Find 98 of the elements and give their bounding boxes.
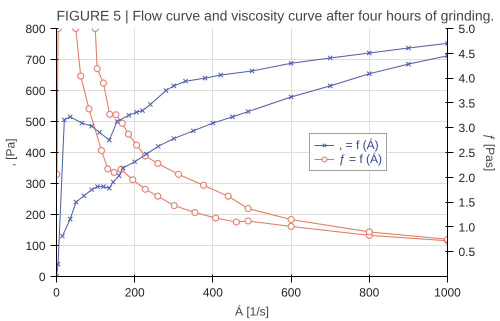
y-axis-title: , [Pa] [3,138,18,167]
y2-tick-label: 5.0 [458,22,476,36]
point [210,120,216,126]
point [366,228,373,236]
point [89,187,94,192]
point [106,137,112,143]
point [366,71,372,76]
point [366,50,372,56]
point [212,214,220,222]
point [110,179,116,185]
point [163,88,169,94]
y-tick-label: 800 [25,22,46,36]
point [129,176,136,184]
point [328,83,333,88]
point [112,111,120,118]
point [249,68,255,74]
y2-tick-label: 2.0 [458,170,476,185]
point [116,173,122,178]
point [245,108,251,114]
point [77,72,84,80]
y2-tick-label: 3.0 [458,121,476,136]
point [288,94,294,100]
y-tick-label: 300 [25,177,46,191]
point [118,120,126,127]
point [81,193,86,199]
x-tick-label: 1000 [434,286,462,300]
point [73,199,79,205]
point [288,60,294,66]
point [190,128,196,134]
point [104,165,112,172]
y2-tick-label: 1.0 [458,220,476,234]
x-tick-label: 0 [53,286,60,300]
point [171,136,176,142]
point [244,205,252,212]
y-tick-label: 200 [25,208,46,222]
point [224,192,232,200]
point [174,170,182,178]
point [406,45,412,51]
legend-label: ƒ = f (Á) [338,152,382,166]
x-axis-title: Á [1/s] [234,304,270,318]
point [148,102,153,108]
point [100,80,107,87]
point [62,117,67,123]
y2-tick-label: 0.5 [458,245,476,260]
point [106,110,114,118]
x-tick-label: 600 [281,286,302,300]
point [406,62,412,67]
y2-tick-label: 2.5 [458,146,476,160]
point [120,165,126,171]
point [202,75,208,81]
y-tick-label: 100 [25,239,46,253]
y2-tick-label: 4.0 [458,72,476,86]
y-tick-label: 400 [25,146,46,160]
point [191,209,198,216]
y2-tick-label: 3.5 [458,96,476,110]
point [232,218,240,226]
point [142,186,149,193]
y-tick-label: 600 [25,84,46,98]
point [132,159,138,164]
point [94,65,101,72]
y2-tick-label: 4.5 [458,46,476,61]
x-tick-label: 400 [202,286,224,300]
point [328,55,333,61]
point [110,168,118,176]
y-tick-label: 500 [25,115,46,129]
point [154,192,162,200]
point [89,124,94,129]
point [218,72,224,78]
point [56,261,61,267]
y-tick-label: 0 [38,270,46,284]
point [85,105,92,112]
point [68,114,73,120]
point [114,118,120,124]
point [156,144,161,149]
y2-tick-label: 1.5 [458,196,476,210]
point [244,217,252,224]
point [170,202,178,210]
x-tick-label: 200 [124,286,146,300]
point [133,142,140,149]
point [230,114,236,120]
point [200,182,208,189]
point [68,216,73,222]
point [144,151,150,157]
point [182,78,188,84]
x-tick-label: 800 [359,286,380,300]
point [288,216,295,223]
point [171,83,176,88]
y-tick-label: 700 [25,53,46,67]
point [124,130,132,138]
point [96,130,102,135]
point [79,120,85,126]
point [154,160,162,167]
y2-axis-title: ƒ [Pas] [483,134,498,172]
chart-title: FIGURE 5 | Flow curve and viscosity curve after four hours of grinding. [56,8,494,24]
legend-label: , = f (Á) [338,138,379,152]
point [288,222,295,230]
point [126,112,132,118]
point [98,147,105,154]
